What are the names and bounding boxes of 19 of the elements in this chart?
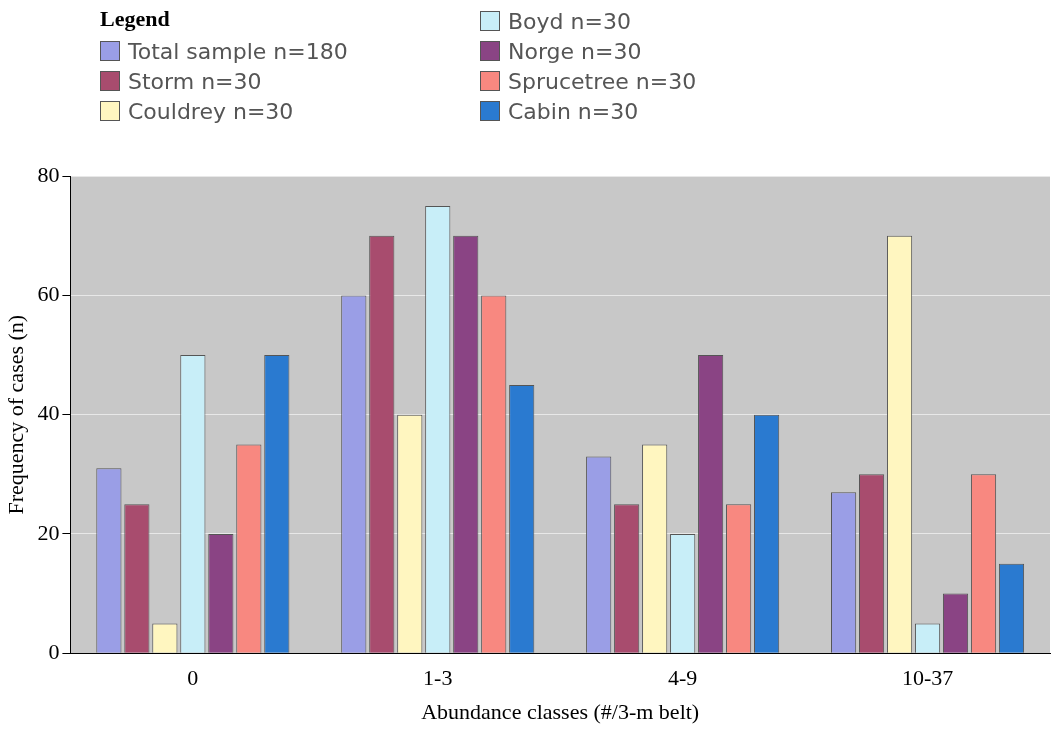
x-axis-title: Abundance classes (#/3-m belt) (421, 698, 700, 724)
x-tick-label: 10-37 (901, 665, 954, 691)
y-tick-label: 60 (37, 281, 60, 307)
legend-label: Cabin n=30 (508, 98, 639, 124)
x-tick-label: 1-3 (423, 665, 453, 691)
legend-label: Total sample n=180 (128, 38, 348, 64)
y-tick-label: 80 (37, 161, 60, 187)
legend-label: Norge n=30 (508, 38, 642, 64)
y-tick-label: 0 (48, 638, 60, 664)
x-tick-label: 4-9 (667, 665, 698, 691)
legend-title: Legend (100, 6, 171, 33)
y-tick-label: 40 (37, 400, 60, 426)
y-axis-title: Frequency of cases (n) (2, 314, 28, 515)
legend-label: Couldrey n=30 (128, 98, 294, 124)
legend-label: Sprucetree n=30 (508, 68, 697, 94)
x-tick-label: 0 (187, 665, 199, 691)
legend-label: Storm n=30 (128, 68, 262, 94)
legend-label: Boyd n=30 (508, 8, 631, 34)
y-tick-label: 20 (37, 519, 60, 545)
